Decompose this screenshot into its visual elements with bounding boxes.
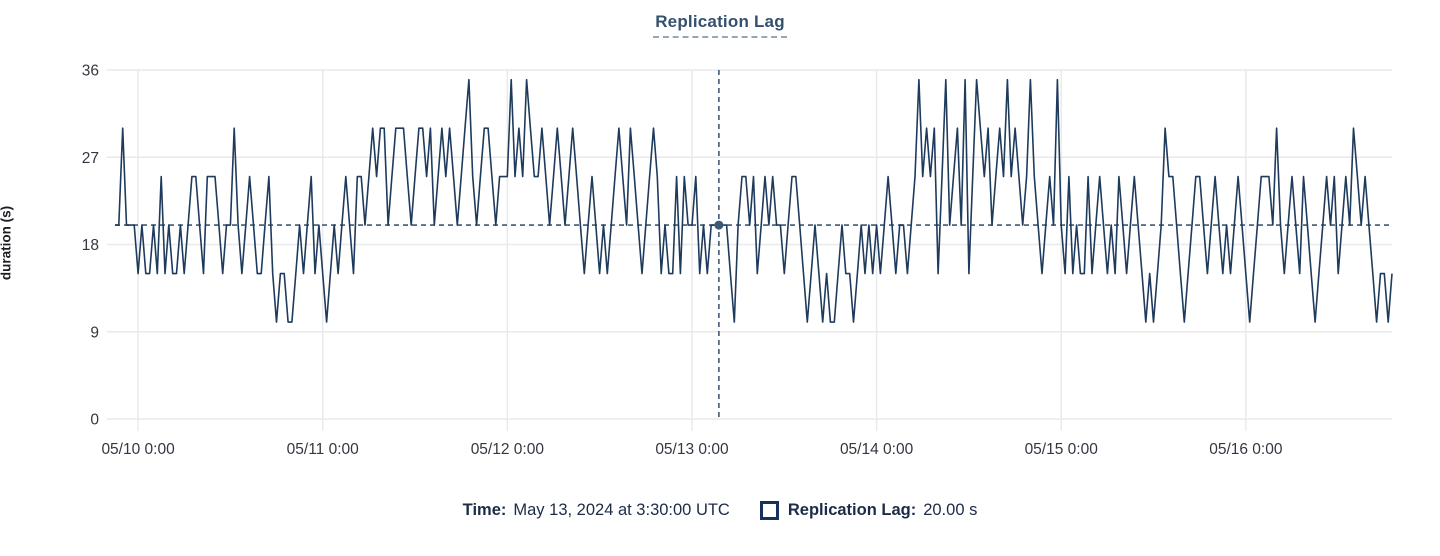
y-tick-label: 0 — [90, 412, 99, 429]
y-tick-label: 18 — [82, 237, 99, 254]
x-tick-label: 05/16 0:00 — [1209, 441, 1283, 458]
tooltip-time-label: Time: — [462, 501, 507, 519]
series-swatch-icon — [759, 501, 779, 520]
x-tick-label: 05/11 0:00 — [287, 441, 359, 458]
tooltip-time-group: Time: May 13, 2024 at 3:30:00 UTC — [463, 501, 730, 520]
y-axis-title-text: duration (s) — [0, 205, 14, 281]
x-tick-label: 05/12 0:00 — [471, 441, 545, 458]
y-tick-label: 9 — [90, 324, 99, 341]
crosshair-tooltip-bar: Time: May 13, 2024 at 3:30:00 UTC Replic… — [0, 501, 1440, 520]
x-tick-label: 05/15 0:00 — [1025, 441, 1099, 458]
chart-title[interactable]: Replication Lag — [653, 12, 787, 38]
chart-header: Replication Lag — [0, 12, 1440, 38]
x-tick-label: 05/14 0:00 — [840, 441, 914, 458]
crosshair-dot — [714, 220, 724, 230]
y-tick-label: 27 — [82, 150, 99, 167]
tooltip-time-value: May 13, 2024 at 3:30:00 UTC — [513, 501, 730, 519]
tooltip-series-group: Replication Lag: 20.00 s — [759, 501, 978, 520]
replication-lag-chart[interactable]: 0 9 18 27 36 05/10 0:00 05/11 0:00 05/12 0:00 05… — [0, 0, 1440, 475]
tooltip-series-value: 20.00 s — [923, 501, 978, 519]
x-tick-label: 05/10 0:00 — [101, 441, 175, 458]
y-tick-label: 36 — [82, 63, 99, 80]
series-line — [115, 78, 1393, 323]
tooltip-series-label: Replication Lag: — [787, 501, 917, 519]
x-tick-label: 05/13 0:00 — [655, 441, 729, 458]
